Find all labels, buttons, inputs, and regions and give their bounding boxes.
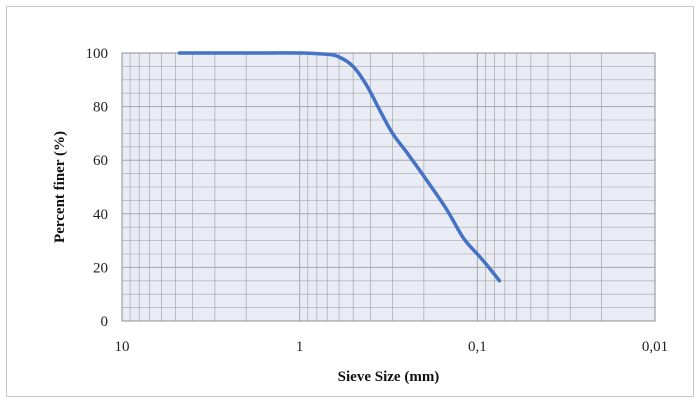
y-axis-title: Percent finer (%) (52, 131, 68, 243)
x-tick-label: 0,1 (468, 339, 487, 355)
y-tick-label: 100 (86, 46, 109, 62)
x-axis-title: Sieve Size (mm) (338, 369, 440, 385)
plot-border (121, 52, 656, 322)
x-tick-label: 1 (296, 339, 304, 355)
y-tick-label: 20 (93, 260, 108, 276)
grid (121, 52, 656, 322)
x-tick-label: 10 (115, 339, 130, 355)
y-tick-label: 60 (93, 153, 108, 169)
y-tick-label: 80 (93, 100, 108, 116)
x-tick-labels: 10 1 0,1 0,01 (115, 339, 669, 355)
y-tick-label: 0 (101, 314, 109, 330)
y-tick-label: 40 (93, 207, 108, 223)
x-tick-label: 0,01 (642, 339, 668, 355)
gradation-curve (177, 51, 502, 283)
y-tick-labels: 0 20 40 60 80 100 (86, 46, 109, 330)
